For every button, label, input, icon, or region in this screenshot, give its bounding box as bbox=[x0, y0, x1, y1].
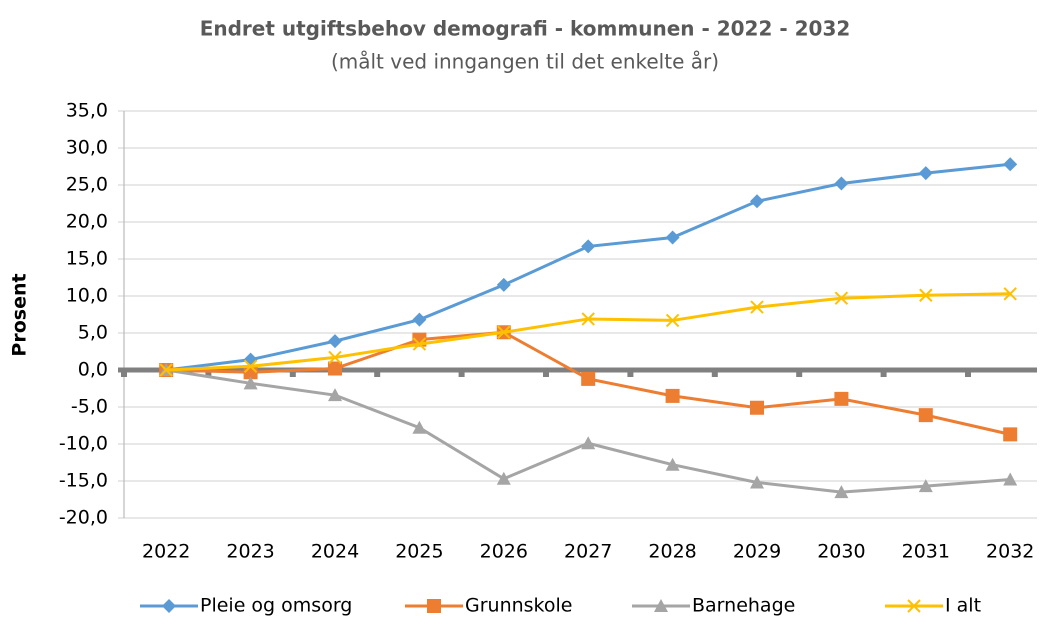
x-tick-label: 2027 bbox=[564, 541, 612, 563]
x-tick-label: 2025 bbox=[395, 541, 443, 563]
marker bbox=[496, 471, 511, 485]
y-tick-label: -10,0 bbox=[59, 433, 108, 455]
marker bbox=[581, 312, 595, 326]
marker bbox=[918, 166, 933, 181]
y-tick-label: -15,0 bbox=[59, 470, 108, 492]
y-tick-label: 20,0 bbox=[66, 211, 108, 233]
y-tick-label: 5,0 bbox=[78, 322, 108, 344]
legend-marker bbox=[907, 599, 921, 613]
marker bbox=[328, 334, 342, 349]
series-line bbox=[166, 162, 1011, 372]
series-line bbox=[165, 368, 1011, 494]
x-tick-label: 2024 bbox=[311, 541, 359, 563]
marker bbox=[665, 313, 680, 328]
y-tick-label: -20,0 bbox=[59, 507, 108, 529]
axis-tick bbox=[458, 370, 465, 377]
marker bbox=[665, 457, 680, 471]
marker bbox=[1003, 157, 1018, 172]
marker bbox=[581, 436, 596, 450]
marker bbox=[243, 359, 258, 374]
x-tick-label: 2029 bbox=[733, 541, 781, 563]
marker bbox=[834, 391, 849, 406]
marker bbox=[750, 400, 764, 415]
axis-tick bbox=[965, 370, 971, 377]
marker bbox=[1003, 427, 1018, 442]
x-tick-label: 2032 bbox=[986, 541, 1034, 563]
marker bbox=[243, 376, 258, 390]
marker bbox=[1003, 472, 1018, 486]
y-tick-label: 15,0 bbox=[66, 248, 108, 270]
x-tick-label: 2026 bbox=[480, 541, 528, 563]
chart-subtitle: (målt ved inngangen til det enkelte år) bbox=[331, 50, 719, 74]
series-line bbox=[166, 292, 1011, 372]
marker bbox=[581, 371, 596, 386]
chart-title: Endret utgiftsbehov demografi - kommunen… bbox=[200, 17, 851, 41]
marker bbox=[918, 479, 933, 493]
marker bbox=[412, 312, 427, 327]
legend-label: Pleie og omsorg bbox=[200, 595, 352, 617]
y-tick-label: 30,0 bbox=[66, 137, 108, 159]
y-tick-label: 10,0 bbox=[66, 285, 108, 307]
y-tick-label: 25,0 bbox=[66, 174, 108, 196]
marker bbox=[918, 408, 933, 423]
y-tick-label: 35,0 bbox=[66, 100, 108, 122]
marker bbox=[665, 388, 680, 403]
axis-tick bbox=[711, 370, 718, 377]
marker bbox=[412, 337, 427, 351]
marker bbox=[665, 230, 680, 245]
axis-tick bbox=[543, 370, 549, 377]
y-tick-label: -5,0 bbox=[71, 396, 108, 418]
axis-tick bbox=[880, 370, 887, 377]
legend-marker bbox=[427, 599, 441, 613]
marker bbox=[497, 325, 511, 339]
axis-tick bbox=[205, 370, 212, 377]
marker bbox=[750, 300, 764, 314]
legend-label: I alt bbox=[945, 595, 981, 617]
legend-marker bbox=[162, 599, 176, 613]
y-tick-label: 0,0 bbox=[78, 359, 108, 381]
marker bbox=[834, 485, 849, 499]
marker bbox=[159, 363, 173, 377]
marker bbox=[750, 194, 764, 209]
legend-marker bbox=[654, 599, 668, 612]
marker bbox=[328, 388, 342, 402]
x-tick-label: 2031 bbox=[902, 541, 950, 563]
x-tick-label: 2030 bbox=[817, 541, 865, 563]
axis-tick bbox=[374, 370, 381, 377]
marker bbox=[328, 350, 342, 365]
axis-tick bbox=[796, 370, 803, 377]
marker bbox=[1003, 287, 1017, 301]
axis-tick bbox=[121, 370, 127, 377]
legend-label: Grunnskole bbox=[465, 595, 572, 617]
x-tick-label: 2023 bbox=[226, 541, 274, 563]
axis-tick bbox=[289, 370, 296, 377]
x-tick-label: 2028 bbox=[648, 541, 696, 563]
marker bbox=[919, 288, 933, 302]
marker bbox=[834, 176, 849, 191]
marker bbox=[834, 291, 849, 305]
marker bbox=[496, 277, 511, 292]
x-tick-label: 2022 bbox=[142, 541, 190, 563]
marker bbox=[328, 361, 342, 376]
marker bbox=[412, 420, 427, 434]
marker bbox=[581, 239, 596, 254]
legend-label: Barnehage bbox=[692, 595, 795, 617]
marker bbox=[750, 475, 764, 489]
axis-tick bbox=[627, 370, 634, 377]
y-axis-label: Prosent bbox=[9, 273, 31, 356]
